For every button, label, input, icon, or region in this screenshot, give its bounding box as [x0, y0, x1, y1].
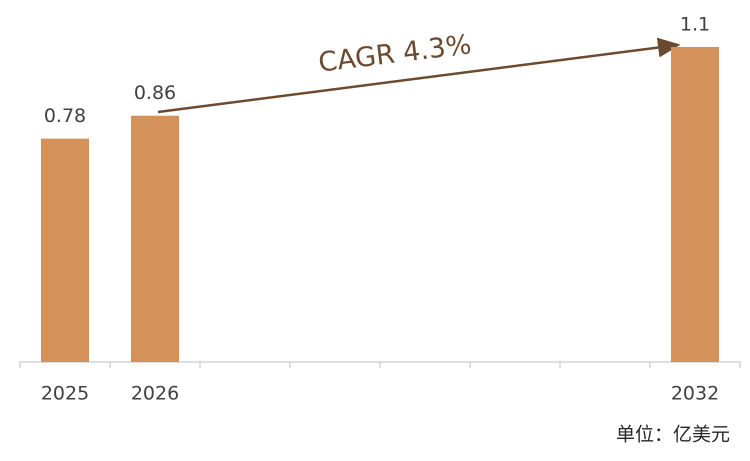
value-label: 0.78 — [44, 105, 86, 127]
bar — [41, 138, 89, 362]
x-tick-label: 2025 — [41, 383, 89, 405]
unit-label: 单位：亿美元 — [616, 424, 730, 446]
value-label: 0.86 — [134, 82, 176, 104]
annotation: CAGR 4.3% — [317, 29, 473, 79]
cagr-arrow — [157, 37, 681, 114]
x-tick-label: 2026 — [131, 383, 179, 405]
x-tick-label: 2032 — [671, 383, 719, 405]
value-label: 1.1 — [680, 14, 710, 36]
bar — [671, 47, 719, 362]
bar — [131, 115, 179, 363]
